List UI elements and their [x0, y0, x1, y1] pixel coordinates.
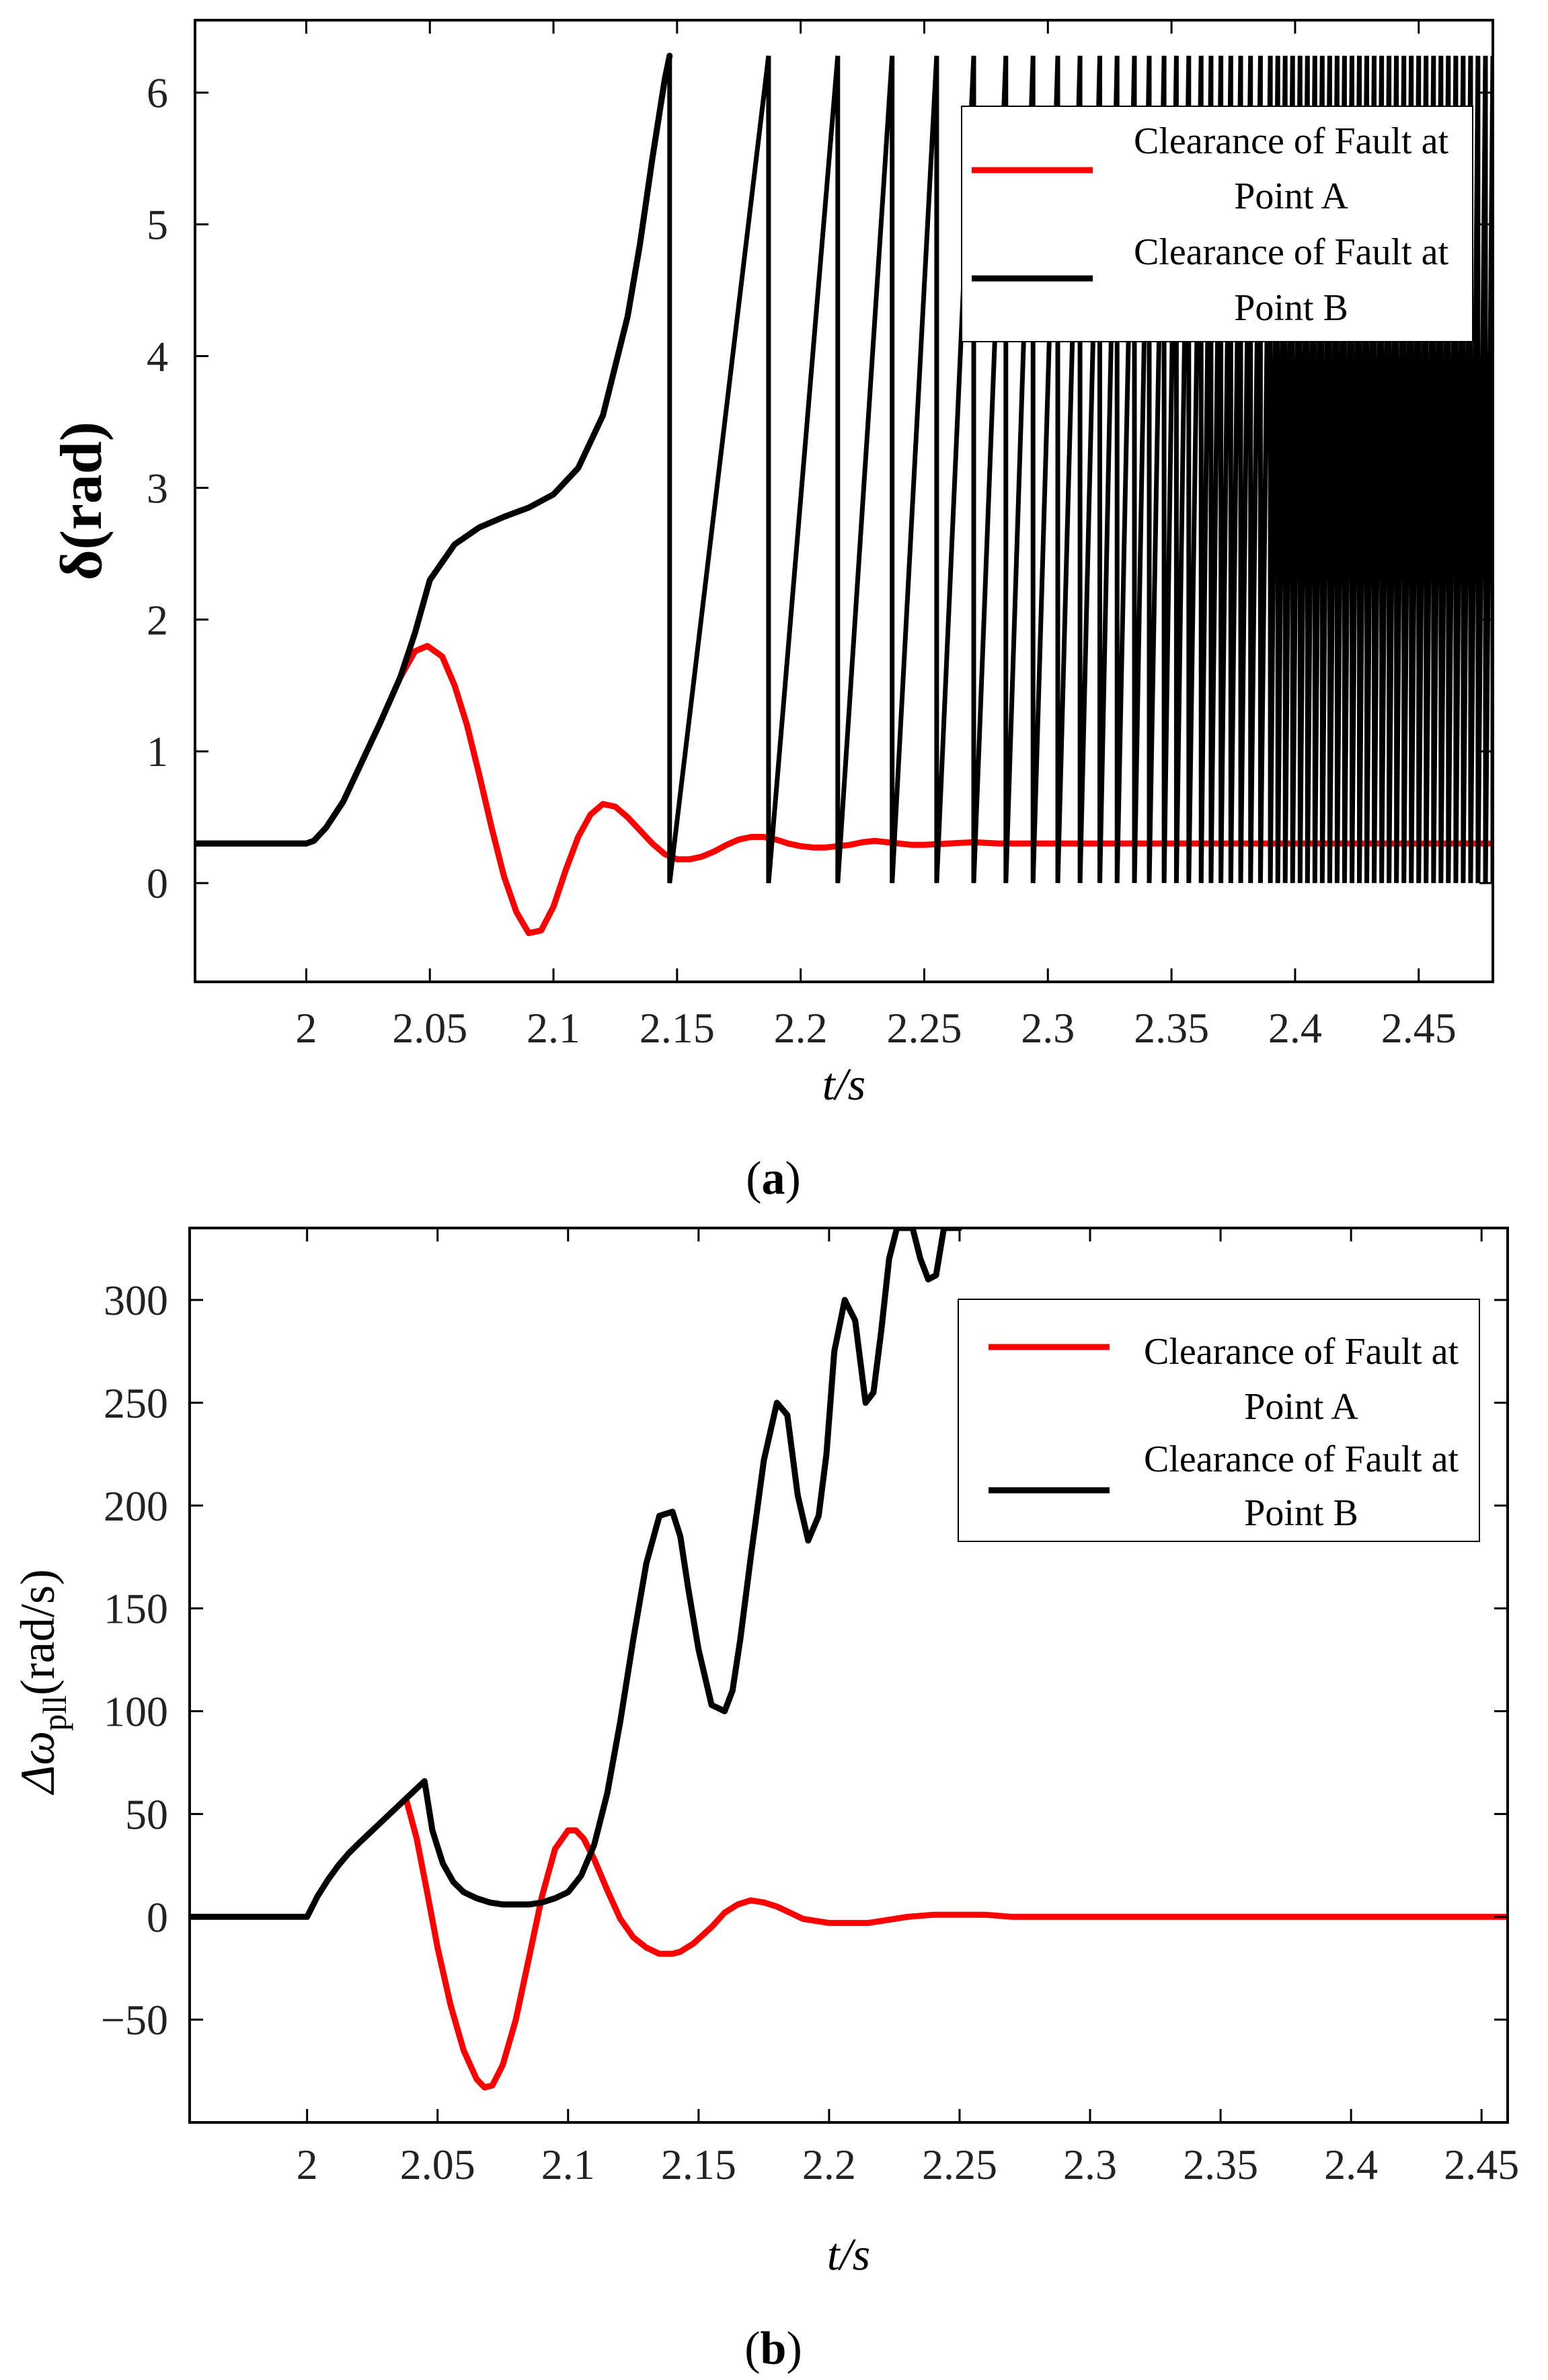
panel-a-x-tick-label: 2.05 — [392, 1004, 467, 1052]
panel-b-y-tick-label: 250 — [104, 1379, 168, 1427]
panel-b-x-axis-label: t/s — [827, 2229, 870, 2280]
panel-b-caption-letter: b — [761, 2323, 787, 2375]
panel-a-y-tick-label: 3 — [147, 464, 168, 512]
panel-a-series-a-line — [195, 643, 1493, 936]
panel-a-series-b-line — [195, 52, 673, 847]
panel-b-legend-label-b-line1: Clearance of Fault at — [1144, 1438, 1459, 1480]
panel-a-plot-area — [195, 52, 1493, 936]
panel-b-y-tick-label: 150 — [104, 1585, 168, 1633]
panel-a-x-tick-label: 2.1 — [527, 1004, 580, 1052]
panel-b-legend-box — [958, 1299, 1480, 1542]
panel-a-legend-label-a-line2: Point A — [1234, 176, 1348, 217]
panel-a-legend-label-a-line1: Clearance of Fault at — [1134, 120, 1448, 162]
panel-a-axes-frame — [194, 19, 1494, 983]
panel-b-x-tick-label: 2.25 — [922, 2141, 997, 2188]
panel-a-ticks: 2 2.05 2.1 2.15 2.2 2.25 2.3 2.35 2.4 2.45 0 1 2 3 4 5 6 — [147, 20, 1493, 1052]
panel-b-y-axis-label-tail: (rad/s) — [11, 1569, 65, 1695]
panel-b-x-tick-label: 2 — [297, 2141, 318, 2188]
panel-a-y-tick-label: 5 — [147, 201, 168, 249]
panel-b-y-axis-label: Δωpll(rad/s) — [11, 1569, 73, 1796]
panel-b-y-tick-label: 200 — [104, 1482, 168, 1530]
panel-b-legend-label-b-line2: Point B — [1244, 1492, 1358, 1534]
panel-b-ticks: 2 2.05 2.1 2.15 2.2 2.25 2.3 2.35 2.4 2.45 −50 0 50 1… — [101, 1228, 1519, 2188]
panel-a: 2 2.05 2.1 2.15 2.2 2.25 2.3 2.35 2.4 2.45 0 1 2 3 4 5 6… — [49, 19, 1494, 1204]
panel-b-y-tick-label: −50 — [101, 1996, 168, 2044]
panel-b-y-axis-label-main: Δω — [11, 1731, 65, 1796]
panel-a-x-tick-label: 2.35 — [1134, 1004, 1209, 1052]
panel-b-legend-label-a-line1: Clearance of Fault at — [1144, 1331, 1459, 1373]
panel-a-x-tick-label: 2.2 — [774, 1004, 828, 1052]
panel-b-x-tick-label: 2.2 — [802, 2141, 856, 2188]
panel-a-x-tick-label: 2.15 — [640, 1004, 715, 1052]
panel-b-y-axis-label-sub: pll — [36, 1695, 73, 1731]
panel-a-caption: (a) — [746, 1153, 801, 1204]
panel-a-x-tick-label: 2.4 — [1268, 1004, 1322, 1052]
panel-b: 2 2.05 2.1 2.15 2.2 2.25 2.3 2.35 2.4 2.45 −50 0 50 1… — [11, 1227, 1519, 2375]
panel-b-x-tick-label: 2.35 — [1183, 2141, 1258, 2188]
panel-b-legend-label-a-line2: Point A — [1244, 1386, 1358, 1428]
panel-a-x-axis-label: t/s — [822, 1059, 865, 1110]
panel-b-axes-frame — [188, 1227, 1509, 2124]
panel-b-plot-area — [190, 1228, 1508, 2091]
panel-b-legend: Clearance of Fault at Point A Clearance … — [958, 1299, 1480, 1542]
panel-a-y-tick-label: 6 — [147, 69, 168, 117]
panel-b-x-tick-label: 2.1 — [541, 2141, 595, 2188]
panel-a-legend-label-b-line2: Point B — [1234, 287, 1348, 329]
panel-b-series-b-line — [190, 1228, 963, 1920]
panel-b-x-tick-label: 2.4 — [1324, 2141, 1378, 2188]
panel-b-y-tick-label: 50 — [125, 1790, 168, 1838]
panel-a-legend: Clearance of Fault at Point A Clearance … — [961, 106, 1473, 342]
panel-a-x-tick-label: 2.3 — [1021, 1004, 1075, 1052]
panel-a-y-tick-label: 4 — [147, 333, 168, 381]
panel-b-y-tick-label: 100 — [104, 1688, 168, 1736]
panel-a-y-tick-label: 0 — [147, 859, 168, 907]
panel-a-legend-label-b-line1: Clearance of Fault at — [1134, 231, 1448, 273]
panel-a-x-tick-label: 2.25 — [886, 1004, 962, 1052]
panel-a-y-tick-label: 2 — [147, 596, 168, 644]
panel-b-series-a-line — [403, 1796, 1508, 2091]
panel-b-x-tick-label: 2.15 — [661, 2141, 736, 2188]
panel-a-y-axis-label: δ(rad) — [49, 422, 114, 580]
panel-b-x-tick-label: 2.45 — [1444, 2141, 1519, 2188]
panel-a-caption-letter: a — [762, 1153, 785, 1204]
panel-a-series-b-wrapped-line — [667, 55, 1493, 884]
panel-a-x-tick-label: 2 — [295, 1004, 317, 1052]
panel-b-x-tick-label: 2.05 — [400, 2141, 475, 2188]
panel-b-y-tick-label: 0 — [147, 1893, 168, 1941]
panel-a-y-tick-label: 1 — [147, 728, 168, 775]
panel-b-y-tick-label: 300 — [104, 1276, 168, 1324]
panel-b-x-tick-label: 2.3 — [1063, 2141, 1117, 2188]
panel-b-caption: (b) — [744, 2323, 802, 2375]
panel-a-x-tick-label: 2.45 — [1381, 1004, 1457, 1052]
panel-a-legend-box — [961, 106, 1473, 342]
